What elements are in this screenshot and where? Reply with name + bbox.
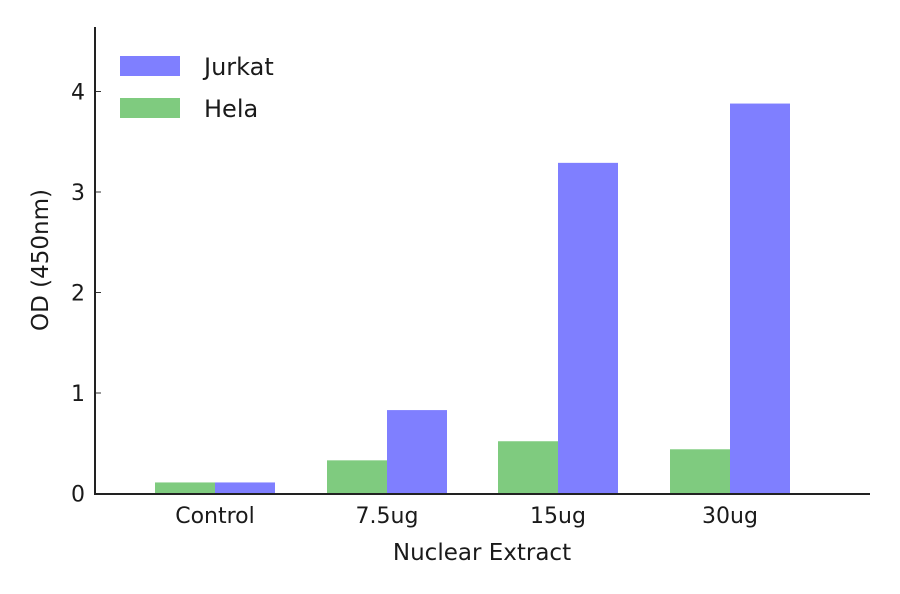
x-tick-label: 15ug [530,504,586,529]
x-tick-label: 7.5ug [356,504,419,529]
y-tick-label: 3 [71,181,85,206]
x-tick-label: 30ug [702,504,758,529]
bar-hela-30ug [670,449,730,494]
legend: Jurkat Hela [120,53,274,123]
bars-group [155,103,790,494]
legend-swatch-hela [120,98,180,118]
y-axis-ticks: 0 1 2 3 4 [71,81,101,508]
y-tick-label: 4 [71,81,85,106]
legend-swatch-jurkat [120,56,180,76]
bar-hela-control [155,482,215,494]
legend-label-hela: Hela [204,95,258,123]
x-axis-label: Nuclear Extract [393,540,571,566]
y-tick-label: 1 [71,382,85,407]
bar-jurkat-control [215,482,275,494]
x-tick-label: Control [175,504,255,529]
legend-label-jurkat: Jurkat [202,53,274,81]
bar-hela-7.5ug [327,460,387,494]
bar-hela-15ug [498,441,558,494]
bar-jurkat-30ug [730,103,790,494]
y-axis-label: OD (450nm) [28,189,54,331]
y-tick-label: 0 [71,483,85,508]
y-tick-label: 2 [71,282,85,307]
bar-jurkat-7.5ug [387,410,447,494]
x-axis-tick-labels: Control 7.5ug 15ug 30ug [175,504,758,529]
bar-jurkat-15ug [558,162,618,494]
